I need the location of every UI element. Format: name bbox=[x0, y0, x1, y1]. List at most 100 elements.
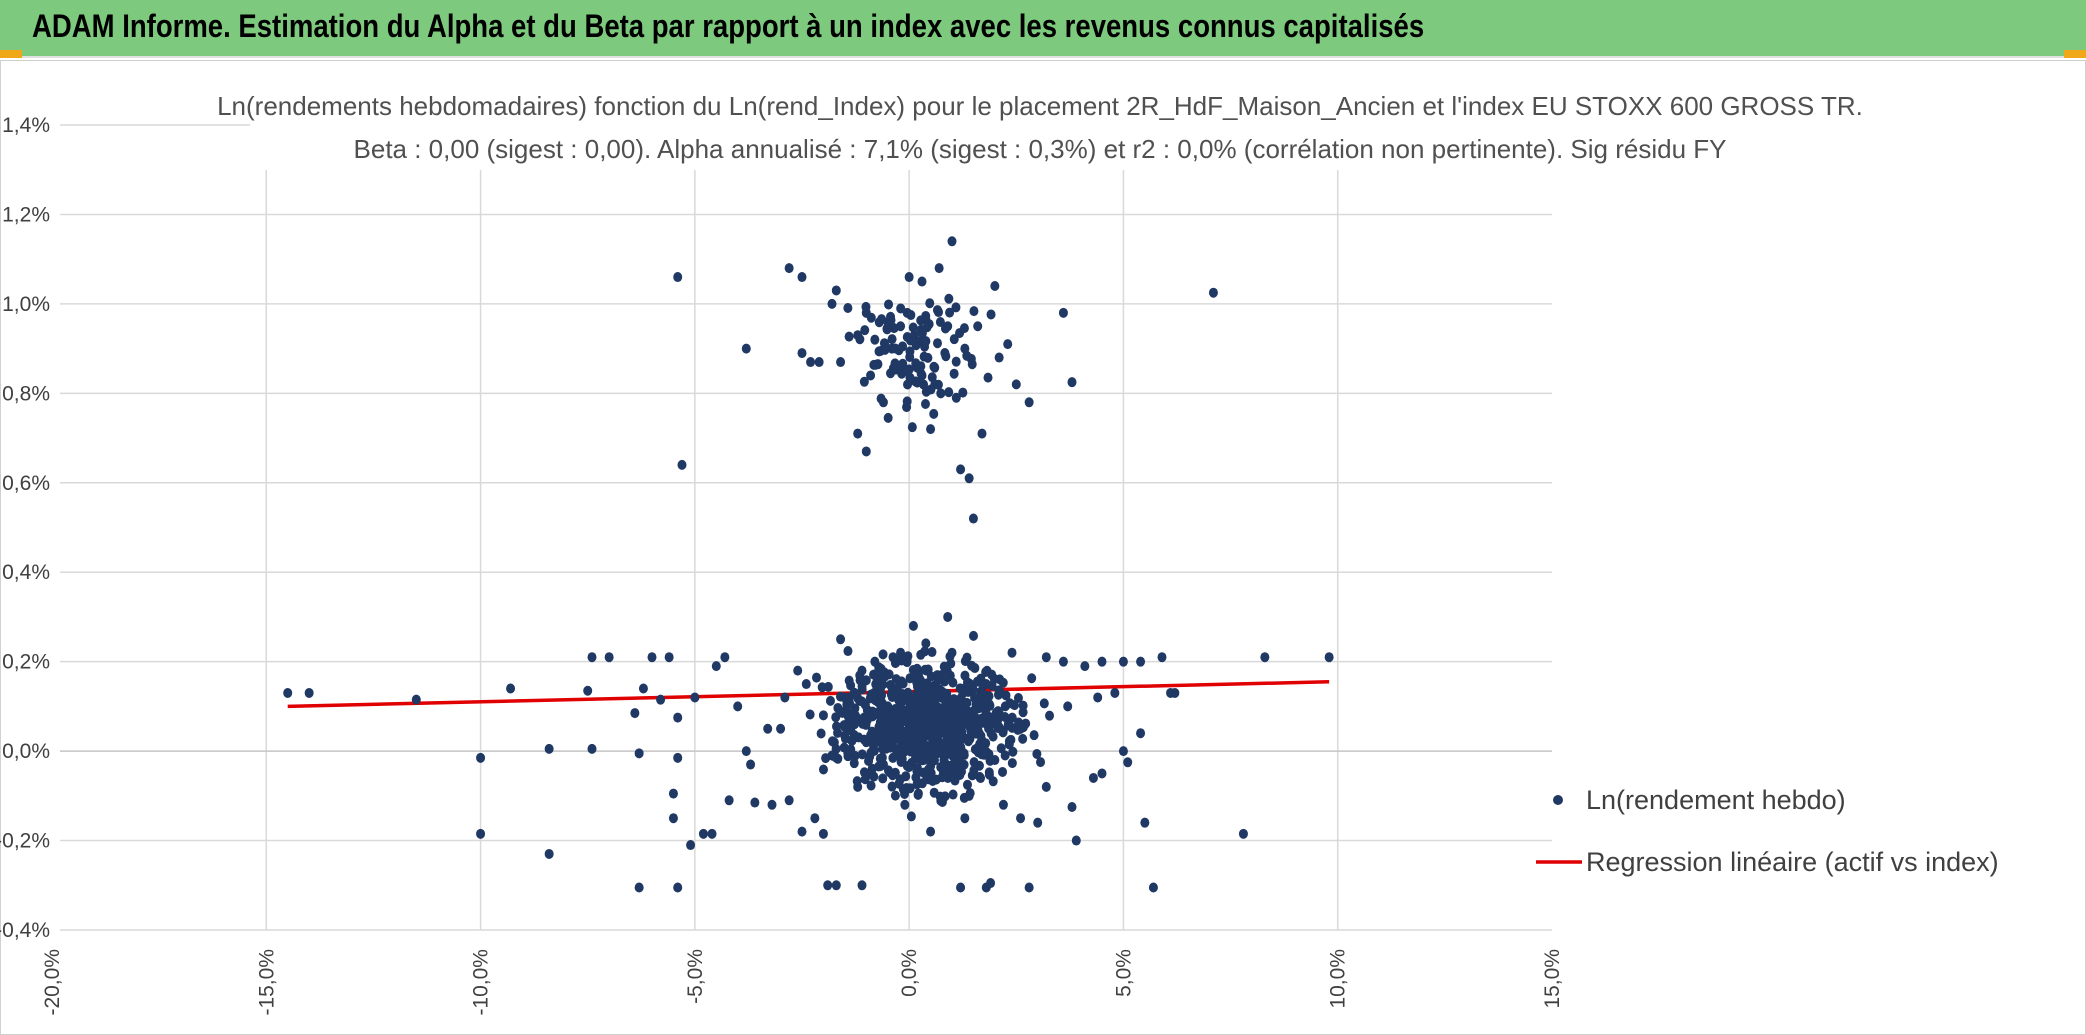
scatter-point bbox=[855, 334, 865, 345]
scatter-point bbox=[866, 370, 876, 381]
scatter-point bbox=[904, 696, 914, 707]
scatter-point bbox=[1097, 768, 1107, 779]
scatter-point bbox=[861, 446, 871, 457]
scatter-point bbox=[630, 708, 640, 719]
scatter-point bbox=[960, 813, 970, 824]
scatter-point bbox=[924, 711, 934, 722]
scatter-point bbox=[967, 359, 977, 370]
scatter-point bbox=[877, 752, 887, 763]
scatter-point bbox=[993, 715, 1003, 726]
scatter-point bbox=[818, 710, 828, 721]
scatter-point bbox=[847, 735, 857, 746]
scatter-point bbox=[638, 683, 648, 694]
scatter-point bbox=[1032, 748, 1042, 759]
x-tick-label: -10,0% bbox=[470, 949, 493, 1016]
scatter-point bbox=[943, 611, 953, 622]
scatter-point bbox=[905, 783, 915, 794]
scatter-point bbox=[750, 797, 760, 808]
scatter-point bbox=[1039, 698, 1049, 709]
scatter-point bbox=[909, 330, 919, 341]
y-tick-label: 0,0% bbox=[2, 740, 50, 763]
scatter-point bbox=[921, 638, 931, 649]
scatter-point bbox=[998, 725, 1008, 736]
scatter-point bbox=[939, 661, 949, 672]
scatter-point bbox=[934, 307, 944, 318]
scatter-point bbox=[957, 709, 967, 720]
scatter-point bbox=[883, 701, 893, 712]
scatter-point bbox=[506, 683, 516, 694]
scatter-point bbox=[1041, 781, 1051, 792]
scatter-point bbox=[797, 272, 807, 283]
scatter-point bbox=[733, 701, 743, 712]
scatter-point bbox=[955, 716, 965, 727]
scatter-point bbox=[1041, 652, 1051, 663]
legend-label-regression: Regression linéaire (actif vs index) bbox=[1586, 847, 1999, 877]
scatter-point bbox=[878, 773, 888, 784]
scatter-point bbox=[876, 713, 886, 724]
scatter-point bbox=[890, 790, 900, 801]
y-axis-ticks: -0,4% -0,2% 0,0% 0,2% 0,4% 0,6% 0,8% 1,0% 1,2% 1,… bbox=[0, 114, 50, 942]
scatter-point bbox=[987, 680, 997, 691]
scatter-point bbox=[932, 338, 942, 349]
scatter-point bbox=[981, 667, 991, 678]
scatter-point bbox=[842, 699, 852, 710]
scatter-point bbox=[977, 428, 987, 439]
scatter-point bbox=[902, 396, 912, 407]
scatter-point bbox=[869, 771, 879, 782]
scatter-point bbox=[1088, 772, 1098, 783]
scatter-point bbox=[780, 692, 790, 703]
scatter-point bbox=[837, 707, 847, 718]
scatter-point bbox=[476, 752, 486, 763]
scatter-point bbox=[899, 742, 909, 753]
scatter-point bbox=[647, 652, 657, 663]
scatter-point bbox=[831, 712, 841, 723]
scatter-point bbox=[1007, 647, 1017, 658]
scatter-point bbox=[917, 708, 927, 719]
scatter-point bbox=[930, 362, 940, 373]
scatter-point bbox=[912, 670, 922, 681]
scatter-point bbox=[583, 685, 593, 696]
scatter-point bbox=[814, 357, 824, 368]
scatter-point bbox=[944, 293, 954, 304]
scatter-point bbox=[634, 882, 644, 893]
scatter-point bbox=[925, 298, 935, 309]
scatter-point bbox=[936, 388, 946, 399]
scatter-point bbox=[818, 764, 828, 775]
scatter-point bbox=[1018, 707, 1028, 718]
scatter-point bbox=[1014, 717, 1024, 728]
scatter-point bbox=[878, 649, 888, 660]
scatter-point bbox=[544, 743, 554, 754]
scatter-point bbox=[843, 646, 853, 657]
scatter-point bbox=[926, 719, 936, 730]
scatter-point bbox=[917, 276, 927, 287]
scatter-point bbox=[1148, 882, 1158, 893]
scatter-point bbox=[964, 473, 974, 484]
scatter-point bbox=[690, 692, 700, 703]
scatter-point bbox=[1024, 882, 1034, 893]
scatter-point bbox=[767, 799, 777, 810]
scatter-point bbox=[979, 744, 989, 755]
scatter-point bbox=[950, 775, 960, 786]
chart-subtitle: Beta : 0,00 (sigest : 0,00). Alpha annua… bbox=[354, 134, 1727, 164]
scatter-point bbox=[888, 752, 898, 763]
scatter-point bbox=[1140, 817, 1150, 828]
scatter-point bbox=[975, 771, 985, 782]
scatter-point bbox=[927, 372, 937, 383]
scatter-point bbox=[776, 723, 786, 734]
scatter-point bbox=[818, 828, 828, 839]
scatter-point bbox=[947, 709, 957, 720]
scatter-point bbox=[823, 880, 833, 891]
scatter-point bbox=[904, 272, 914, 283]
scatter-point bbox=[866, 312, 876, 323]
scatter-point bbox=[1008, 746, 1018, 757]
scatter-point bbox=[869, 688, 879, 699]
scatter-point bbox=[895, 774, 905, 785]
scatter-point bbox=[934, 263, 944, 274]
scatter-point bbox=[927, 647, 937, 658]
scatter-point bbox=[923, 764, 933, 775]
y-tick-label: 1,0% bbox=[2, 293, 50, 316]
scatter-point bbox=[724, 795, 734, 806]
scatter-point bbox=[983, 372, 993, 383]
scatter-point bbox=[956, 464, 966, 475]
scatter-point bbox=[962, 779, 972, 790]
